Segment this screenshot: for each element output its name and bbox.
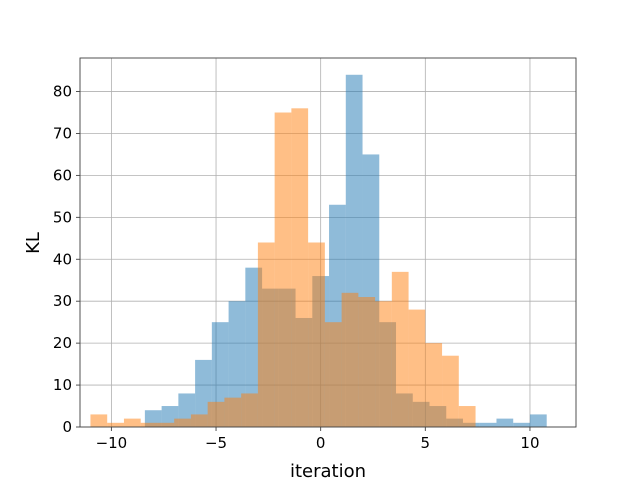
- histogram-bar-series-1: [529, 414, 547, 427]
- histogram-bar-series-2: [458, 406, 476, 427]
- histogram-bar-series-2: [308, 242, 325, 427]
- histogram-bar-series-1: [479, 422, 497, 427]
- histogram-bar-series-1: [496, 418, 514, 427]
- histogram-bar-series-2: [107, 422, 124, 427]
- y-tick-label: 10: [53, 376, 72, 394]
- y-tick-label: 60: [53, 166, 72, 184]
- y-tick-label: 70: [53, 124, 72, 142]
- histogram-bar-series-2: [174, 418, 191, 427]
- y-tick-label: 0: [62, 418, 72, 436]
- histogram-bar-series-2: [224, 397, 242, 427]
- y-axis-label: KL: [23, 232, 44, 254]
- histogram-bar-series-2: [324, 322, 342, 427]
- x-tick-label: 10: [520, 434, 539, 452]
- histogram-bar-series-2: [408, 309, 426, 427]
- axis-ticks: −10 −5 0 5 10 0 10 20 30 40 50 60 70 80: [53, 83, 540, 452]
- y-tick-label: 50: [53, 208, 72, 226]
- x-tick-label: −5: [205, 434, 227, 452]
- histogram-bar-series-2: [358, 297, 376, 427]
- x-tick-label: 5: [421, 434, 431, 452]
- histogram-bar-series-2: [291, 108, 309, 428]
- y-tick-label: 30: [53, 292, 72, 310]
- y-tick-label: 40: [53, 250, 72, 268]
- histogram-bar-series-1: [513, 422, 530, 427]
- histogram-bar-series-2: [190, 414, 208, 427]
- histogram-bar-series-2: [257, 242, 275, 427]
- x-axis-label: iteration: [290, 461, 366, 480]
- histogram-bar-series-2: [207, 401, 225, 427]
- histogram-bar-series-2: [123, 418, 141, 427]
- x-tick-label: −10: [96, 434, 128, 452]
- histogram-bar-series-2: [140, 422, 158, 427]
- histogram-bars: [90, 74, 547, 428]
- histogram-bar-series-2: [341, 292, 359, 427]
- histogram-bar-series-2: [241, 393, 258, 427]
- y-tick-label: 20: [53, 334, 72, 352]
- x-tick-label: 0: [316, 434, 326, 452]
- histogram-bar-series-2: [274, 112, 292, 428]
- histogram-bar-series-2: [425, 343, 443, 427]
- plot-area-frame: [79, 57, 577, 428]
- histogram-bar-series-2: [90, 414, 108, 427]
- histogram-bar-series-2: [375, 301, 392, 427]
- histogram-bar-series-2: [442, 355, 459, 427]
- y-tick-label: 80: [53, 83, 72, 101]
- histogram-bar-series-2: [391, 271, 409, 427]
- histogram-bar-series-2: [157, 422, 175, 427]
